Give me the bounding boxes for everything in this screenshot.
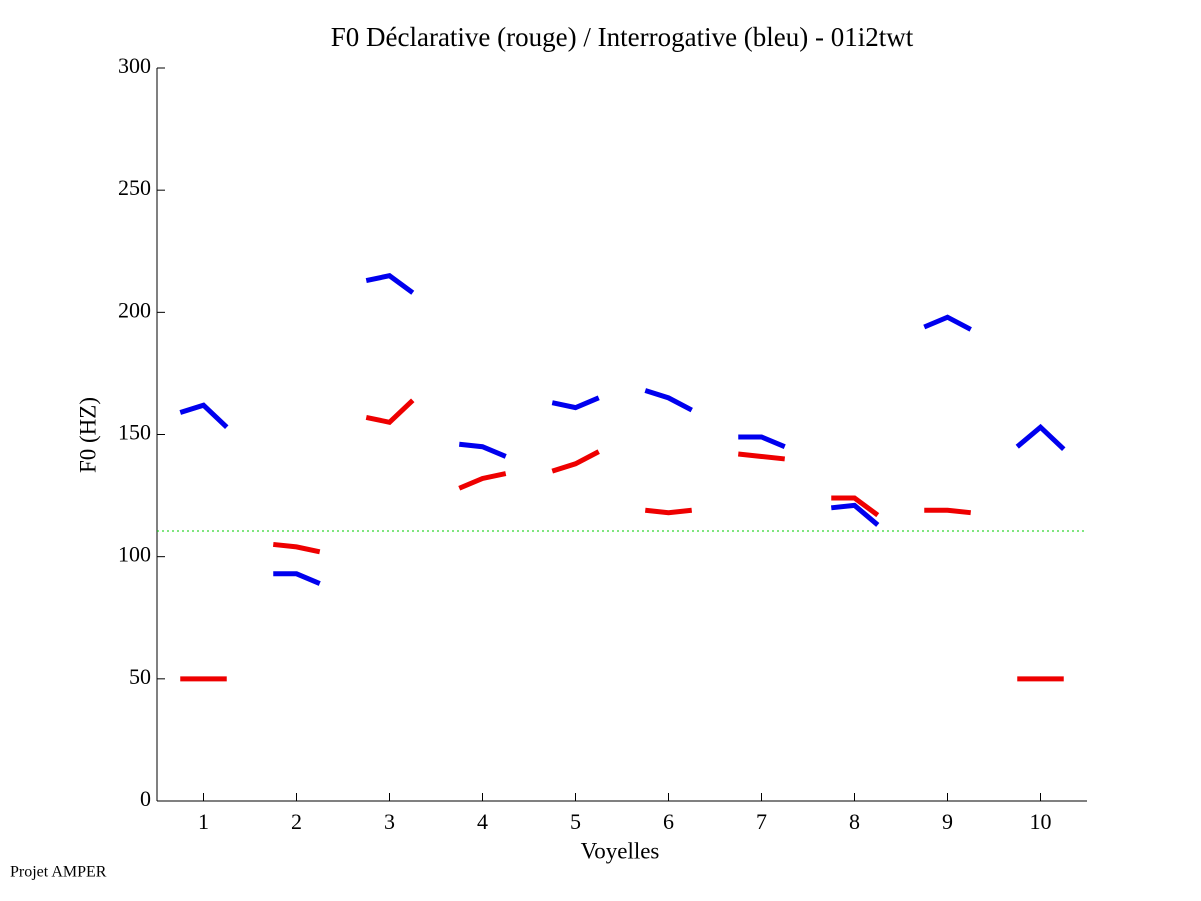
y-tick-label: 0 xyxy=(140,786,151,811)
f0-segment xyxy=(365,273,415,295)
f0-segment xyxy=(272,541,321,555)
x-tick-label: 2 xyxy=(291,809,302,834)
x-tick-label: 4 xyxy=(477,809,488,834)
f0-segment xyxy=(644,388,693,413)
y-tick-label: 200 xyxy=(118,297,151,322)
x-tick-label: 5 xyxy=(570,809,581,834)
x-tick-label: 10 xyxy=(1030,809,1052,834)
f0-segment xyxy=(924,507,972,516)
f0-segment xyxy=(458,441,507,459)
x-tick-label: 3 xyxy=(384,809,395,834)
f0-segment xyxy=(738,434,786,450)
f0-segment xyxy=(551,395,600,411)
y-tick-label: 50 xyxy=(129,664,151,689)
f0-segment xyxy=(365,398,415,425)
y-tick-label: 300 xyxy=(118,53,151,78)
f0-segment xyxy=(644,507,693,516)
f0-segment xyxy=(831,495,880,518)
f0-segment xyxy=(458,471,507,491)
footer: Projet AMPER xyxy=(10,864,107,881)
x-tick-label: 8 xyxy=(849,809,860,834)
f0-segment xyxy=(923,314,972,332)
x-tick-label: 6 xyxy=(663,809,674,834)
x-tick-label: 1 xyxy=(198,809,209,834)
chart-title: F0 Déclarative (rouge) / Interrogative (… xyxy=(331,22,914,52)
y-tick-label: 150 xyxy=(118,420,151,445)
f0-segment xyxy=(273,571,321,586)
f0-segment xyxy=(1015,423,1066,451)
f0-segment xyxy=(830,502,880,527)
x-tick-label: 7 xyxy=(756,809,767,834)
f0-segment xyxy=(551,449,600,474)
x-tick-label: 9 xyxy=(942,809,953,834)
f0-segment xyxy=(179,402,229,429)
y-tick-label: 100 xyxy=(118,542,151,567)
x-axis-label: Voyelles xyxy=(581,838,660,863)
f0-segment xyxy=(737,451,786,462)
y-axis-label: F0 (HZ) xyxy=(75,397,100,473)
y-tick-label: 250 xyxy=(118,175,151,200)
